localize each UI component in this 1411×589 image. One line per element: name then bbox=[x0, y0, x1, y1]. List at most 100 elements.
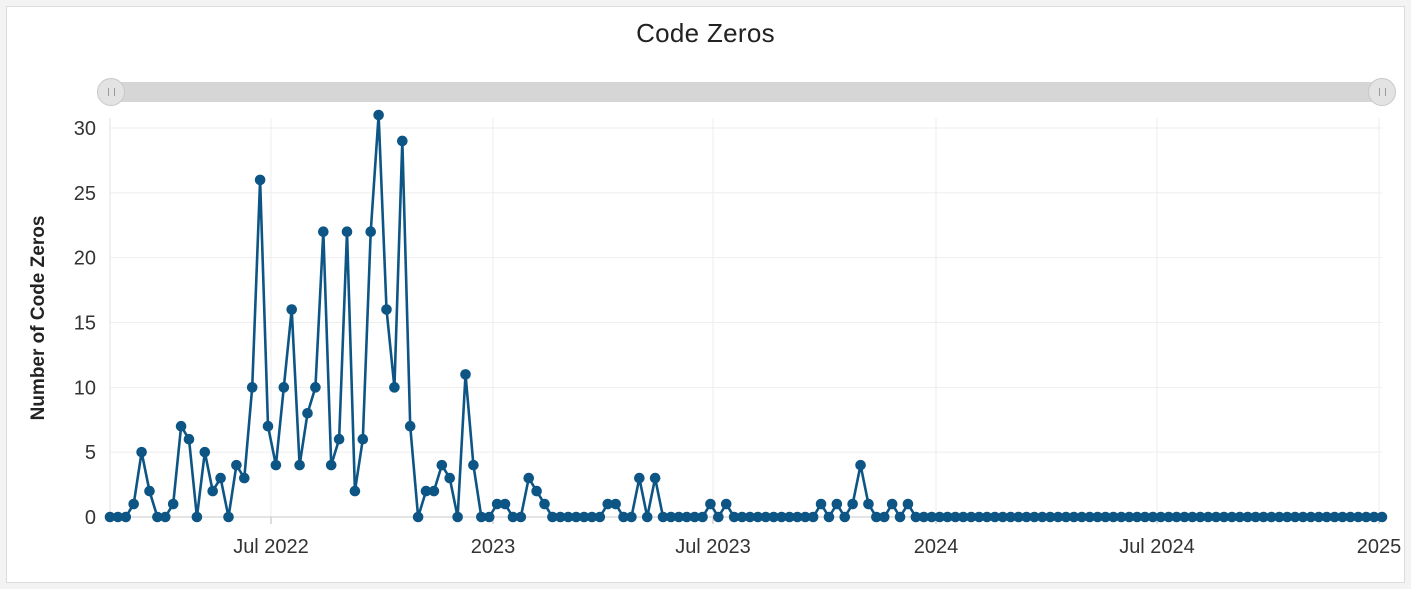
data-point[interactable] bbox=[1131, 511, 1143, 523]
data-point[interactable] bbox=[397, 135, 408, 147]
data-point[interactable] bbox=[246, 382, 258, 393]
data-point[interactable] bbox=[768, 511, 779, 523]
data-point[interactable] bbox=[1226, 511, 1238, 523]
data-point[interactable] bbox=[231, 459, 242, 471]
data-point[interactable] bbox=[452, 511, 463, 523]
data-point[interactable] bbox=[752, 511, 764, 523]
data-point[interactable] bbox=[713, 511, 724, 523]
data-point[interactable] bbox=[1281, 511, 1293, 523]
data-point[interactable] bbox=[333, 433, 345, 445]
data-point[interactable] bbox=[389, 382, 400, 393]
data-point[interactable] bbox=[578, 511, 590, 523]
data-point[interactable] bbox=[491, 498, 503, 510]
data-point[interactable] bbox=[965, 511, 977, 523]
data-point[interactable] bbox=[1345, 511, 1356, 523]
data-point[interactable] bbox=[160, 511, 171, 523]
data-point[interactable] bbox=[1060, 511, 1072, 523]
data-point[interactable] bbox=[649, 472, 661, 484]
data-point[interactable] bbox=[815, 498, 827, 510]
data-point[interactable] bbox=[855, 459, 866, 471]
data-point[interactable] bbox=[483, 511, 495, 523]
data-point[interactable] bbox=[136, 446, 147, 458]
data-point[interactable] bbox=[286, 304, 298, 315]
data-point[interactable] bbox=[871, 511, 882, 523]
data-point[interactable] bbox=[1147, 511, 1159, 523]
data-point[interactable] bbox=[341, 226, 353, 238]
data-point[interactable] bbox=[657, 511, 669, 523]
data-point[interactable] bbox=[175, 420, 187, 432]
data-point[interactable] bbox=[1036, 511, 1048, 523]
data-point[interactable] bbox=[1258, 511, 1269, 523]
data-point[interactable] bbox=[1210, 511, 1222, 523]
data-point[interactable] bbox=[878, 511, 890, 523]
data-point[interactable] bbox=[381, 304, 392, 315]
data-point[interactable] bbox=[207, 485, 219, 497]
data-point[interactable] bbox=[1123, 511, 1135, 523]
data-point[interactable] bbox=[681, 511, 693, 523]
data-point[interactable] bbox=[720, 498, 732, 510]
data-point[interactable] bbox=[1044, 511, 1056, 523]
data-point[interactable] bbox=[1321, 511, 1332, 523]
data-point[interactable] bbox=[1005, 511, 1016, 523]
data-point[interactable] bbox=[1297, 511, 1309, 523]
data-point[interactable] bbox=[1187, 511, 1198, 523]
data-point[interactable] bbox=[1194, 511, 1206, 523]
data-point[interactable] bbox=[1179, 511, 1190, 523]
data-point[interactable] bbox=[523, 472, 535, 484]
data-point[interactable] bbox=[1337, 511, 1348, 523]
data-point[interactable] bbox=[1305, 511, 1317, 523]
data-point[interactable] bbox=[167, 498, 179, 510]
data-point[interactable] bbox=[784, 511, 795, 523]
data-point[interactable] bbox=[602, 498, 614, 510]
data-point[interactable] bbox=[476, 511, 487, 523]
data-point[interactable] bbox=[1250, 511, 1261, 523]
range-slider-track[interactable] bbox=[110, 82, 1382, 102]
data-point[interactable] bbox=[665, 511, 677, 523]
data-point[interactable] bbox=[918, 511, 930, 523]
data-point[interactable] bbox=[1092, 511, 1103, 523]
data-point[interactable] bbox=[1368, 511, 1380, 523]
data-point[interactable] bbox=[531, 485, 542, 497]
data-point[interactable] bbox=[152, 511, 163, 523]
data-point[interactable] bbox=[926, 511, 937, 523]
data-point[interactable] bbox=[1013, 511, 1024, 523]
data-point[interactable] bbox=[499, 498, 511, 510]
data-point[interactable] bbox=[776, 511, 787, 523]
data-point[interactable] bbox=[618, 511, 629, 523]
data-point[interactable] bbox=[1242, 511, 1253, 523]
data-point[interactable] bbox=[736, 511, 748, 523]
data-point[interactable] bbox=[302, 407, 313, 419]
data-point[interactable] bbox=[839, 511, 851, 523]
data-point[interactable] bbox=[310, 382, 321, 393]
data-point[interactable] bbox=[1218, 511, 1230, 523]
data-point[interactable] bbox=[1313, 511, 1325, 523]
data-point[interactable] bbox=[183, 433, 195, 445]
data-point[interactable] bbox=[1376, 511, 1388, 523]
data-point[interactable] bbox=[270, 459, 282, 471]
data-point[interactable] bbox=[697, 511, 708, 523]
data-point[interactable] bbox=[420, 485, 432, 497]
data-point[interactable] bbox=[1068, 511, 1080, 523]
data-point[interactable] bbox=[1029, 511, 1040, 523]
data-point[interactable] bbox=[610, 498, 621, 510]
data-point[interactable] bbox=[799, 511, 811, 523]
data-point[interactable] bbox=[325, 459, 337, 471]
data-point[interactable] bbox=[973, 511, 985, 523]
data-point[interactable] bbox=[1163, 511, 1174, 523]
data-point[interactable] bbox=[104, 511, 116, 523]
data-point[interactable] bbox=[1329, 511, 1340, 523]
data-point[interactable] bbox=[1021, 511, 1032, 523]
data-point[interactable] bbox=[807, 511, 819, 523]
data-point[interactable] bbox=[942, 511, 953, 523]
data-point[interactable] bbox=[705, 498, 716, 510]
data-point[interactable] bbox=[981, 511, 993, 523]
data-point[interactable] bbox=[957, 511, 969, 523]
range-slider-end-handle[interactable] bbox=[1368, 78, 1396, 106]
data-point[interactable] bbox=[1273, 511, 1285, 523]
data-point[interactable] bbox=[239, 472, 250, 484]
data-point[interactable] bbox=[902, 498, 914, 510]
data-point[interactable] bbox=[223, 511, 234, 523]
data-point[interactable] bbox=[294, 459, 305, 471]
data-point[interactable] bbox=[539, 498, 550, 510]
data-point[interactable] bbox=[215, 472, 226, 484]
